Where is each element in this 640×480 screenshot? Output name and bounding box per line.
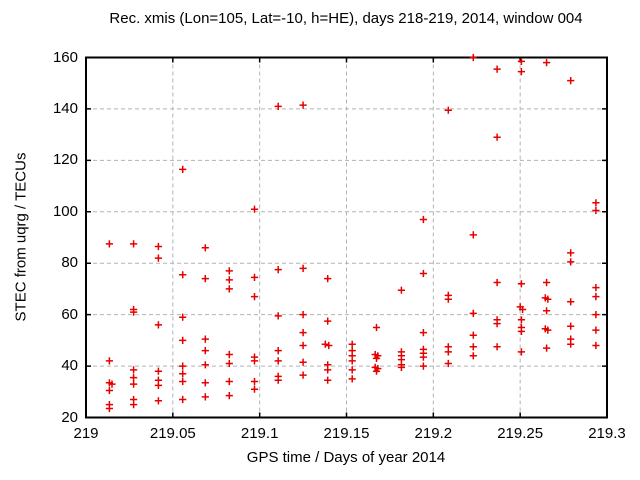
y-tick-label: 160 [52, 48, 78, 66]
x-tick-label: 219.15 [323, 425, 370, 442]
y-tick-label: 120 [52, 151, 78, 169]
x-tick-label: 219.05 [149, 425, 196, 442]
x-tick-label: 219 [73, 425, 99, 442]
y-tick-label: 40 [61, 357, 78, 375]
axis-ticks [85, 56, 608, 419]
x-tick-label: 219.2 [414, 425, 453, 442]
grid-lines [86, 57, 607, 418]
x-axis-label: GPS time / Days of year 2014 [246, 449, 446, 466]
y-tick-label: 140 [52, 99, 78, 117]
y-tick-label: 60 [61, 305, 78, 323]
y-tick-label: 80 [61, 254, 78, 272]
x-tick-label: 219.1 [240, 425, 279, 442]
y-tick-label: 20 [61, 408, 78, 426]
x-tick-label: 219.25 [497, 425, 544, 442]
data-points [105, 53, 600, 413]
chart-title: Rec. xmis (Lon=105, Lat=-10, h=HE), days… [109, 10, 583, 27]
plot-border [85, 56, 608, 419]
x-tick-label: 219.3 [588, 425, 626, 442]
y-tick-label: 100 [52, 202, 78, 220]
